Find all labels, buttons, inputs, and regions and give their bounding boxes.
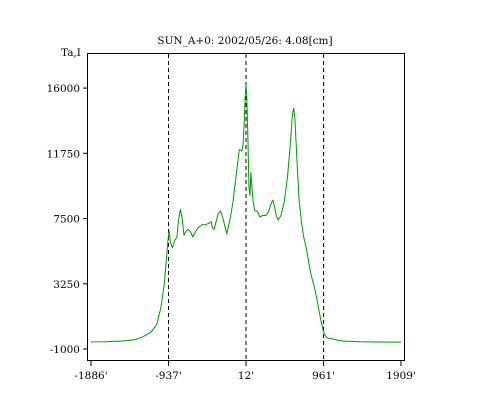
- x-tick-label-4: 1909': [386, 370, 416, 382]
- chart-title: SUN_A+0: 2002/05/26: 4.08[cm]: [157, 35, 332, 47]
- axis-ticks: 16000 11750 7500 3250 -1000 -1886' -937' 12' 961…: [47, 83, 416, 382]
- y-tick-label-0: 16000: [47, 83, 80, 95]
- y-tick-label-1: 11750: [47, 148, 80, 160]
- y-tick-label-4: -1000: [50, 344, 80, 356]
- x-tick-label-1: -937': [155, 370, 181, 382]
- series-line: [90, 84, 402, 343]
- x-tick-label-2: 12': [238, 370, 254, 382]
- y-tick-label-2: 7500: [53, 214, 80, 226]
- y-axis-label: Ta,I: [61, 47, 81, 59]
- y-tick-label-3: 3250: [53, 279, 80, 291]
- x-tick-label-3: 961': [312, 370, 335, 382]
- marker-lines: [168, 54, 325, 360]
- x-tick-label-0: -1886': [74, 370, 107, 382]
